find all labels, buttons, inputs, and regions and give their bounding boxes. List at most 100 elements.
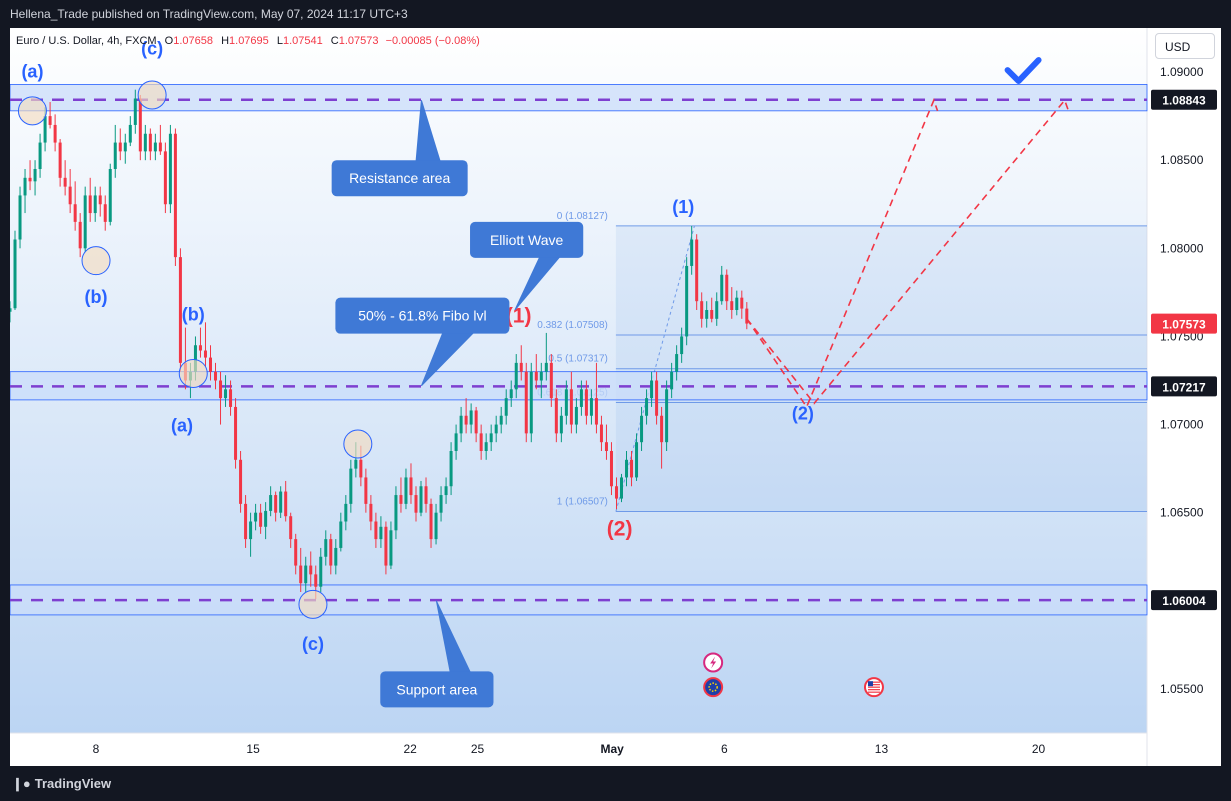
tradingview-logo[interactable]: ❙● TradingView [12,776,111,792]
candle-body [163,151,167,205]
candle-body [339,521,343,548]
candle [384,521,388,575]
candle [143,124,147,161]
candle [334,539,338,575]
candle-body [569,389,573,425]
candle-body [409,477,413,496]
candle-body [73,204,77,222]
candle-body [13,239,17,309]
candle [584,380,588,425]
chart-canvas[interactable]: 1.090001.085001.080001.075001.070001.065… [10,28,1221,766]
candle [720,265,724,305]
candle [254,503,258,531]
candle [479,424,483,460]
candle-body [670,371,674,390]
candle [168,124,172,214]
candle-body [745,308,749,324]
candle [439,486,443,522]
candle-body [740,297,744,309]
candle-body [143,133,147,152]
candle [464,398,468,434]
close-value: 1.07573 [338,35,379,47]
candle-body [619,477,624,499]
candle [524,362,528,443]
candle-body [359,459,363,478]
candle-body [354,459,358,469]
candle [158,124,162,155]
candle [424,477,428,513]
candle [379,516,383,548]
candle-body [529,371,533,434]
candle [10,301,12,323]
candle [198,327,202,358]
candle [394,486,398,540]
us-flag-icon [863,677,884,698]
publish-text: Hellena_Trade published on TradingView.c… [10,7,408,21]
candle [239,451,243,513]
candle-body [269,495,273,511]
candle-body [98,195,102,205]
x-tick-label: 15 [246,742,260,756]
x-tick-label: May [600,742,624,756]
candle [614,477,618,510]
candle [514,354,518,399]
candle [38,133,42,178]
candle [123,133,127,164]
candle [419,480,423,517]
candle [695,234,699,310]
candle [234,398,238,469]
chart-frame[interactable]: 1.09000 1.08500 1.08000 1.07500 1.07000 1.065… [10,28,1221,766]
candle-body [559,415,563,434]
candle-body [394,495,398,531]
close-label: C [330,35,339,47]
candle-body [604,442,608,451]
candle [28,160,32,191]
callout-label: Resistance area [349,170,450,186]
candle-body [384,526,388,566]
candle-body [128,124,132,143]
candle-body [168,133,172,205]
candle [48,102,52,129]
candle-body [594,398,598,425]
candle-body [444,486,448,496]
candle [725,269,729,310]
candle [244,495,248,548]
footer: ❙● TradingView [0,766,1231,801]
candle-body [614,486,618,499]
candle-body [675,354,679,372]
candle-body [489,433,493,443]
change-value: −0.00085 (−0.08%) [385,35,480,47]
candle-body [434,512,438,540]
candle [214,362,218,390]
candle-body [464,415,468,425]
high-value: 1.07695 [229,35,269,47]
x-tick-label: 20 [1032,742,1046,756]
candle [599,415,603,451]
currency-button[interactable]: USD [1155,33,1215,59]
candle-body [23,177,27,196]
candle [670,362,674,399]
candle [700,292,704,328]
candle [18,186,22,249]
candle [399,477,403,513]
candle [63,160,67,196]
candle [73,181,77,231]
price-tag-label: 1.08843 [1162,94,1206,108]
candle-body [579,389,583,407]
candle [539,362,543,399]
ohlc-legend: Euro / U.S. Dollar, 4h, FXCM O1.07658 H1… [16,35,480,47]
price-tag-label: 1.07573 [1162,318,1206,332]
candle-body [635,442,639,478]
price-tag [1151,376,1217,397]
wave-label: (2) [792,403,814,423]
candle [559,406,563,443]
candle-body [645,398,649,416]
candle [434,503,438,545]
candle [294,533,298,575]
candle-body [640,415,644,443]
candle [224,375,228,407]
candle-body [715,301,719,319]
projection-path [746,98,1070,405]
candle [83,186,87,252]
fibo-trend-line [615,225,695,512]
